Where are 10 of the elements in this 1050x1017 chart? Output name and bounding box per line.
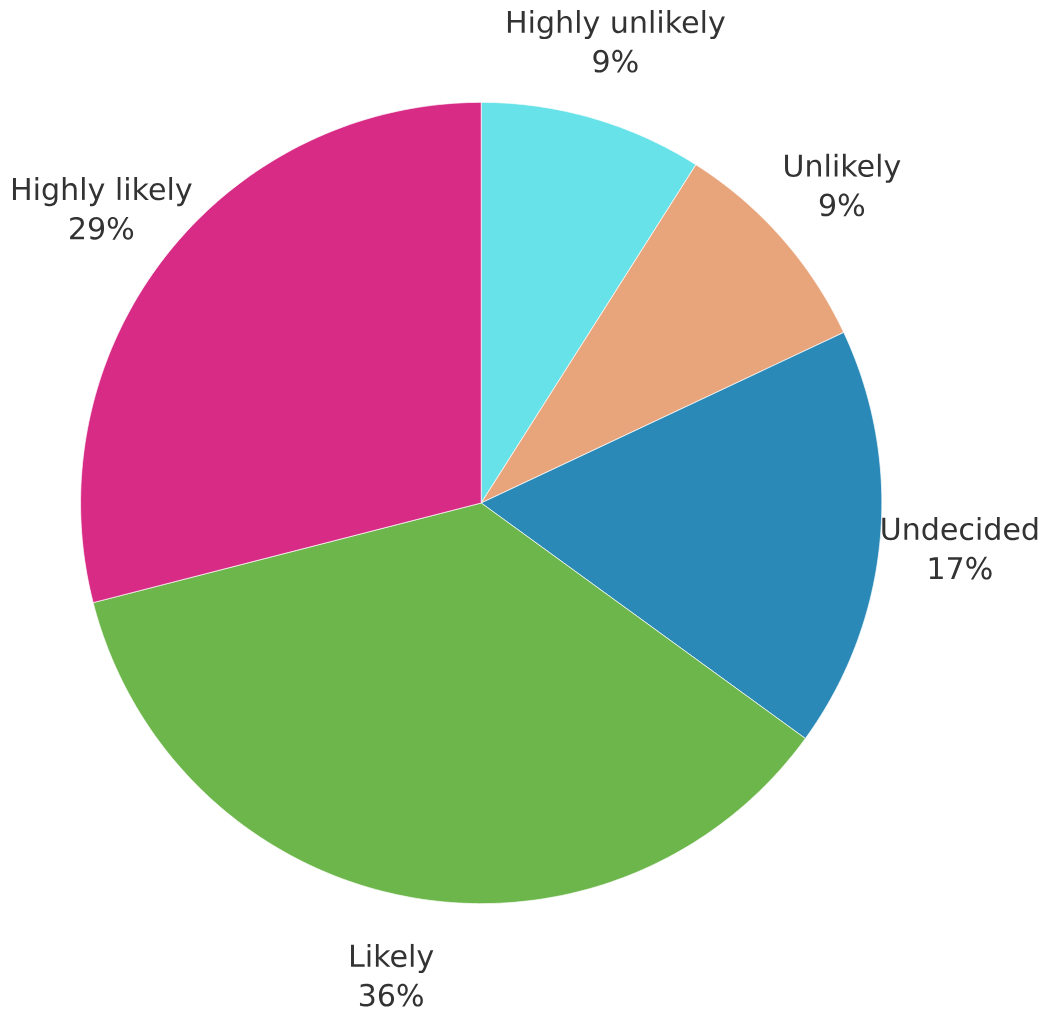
data-label: 36%	[359, 983, 423, 1007]
slice-label: Highly likely	[12, 177, 192, 207]
data-label: 9%	[819, 193, 865, 217]
slice-label: Unlikely	[785, 153, 901, 184]
slice-label: Undecided	[882, 517, 1038, 541]
slice-label: Highly unlikely	[507, 10, 725, 40]
slice-label: Likely	[351, 944, 434, 974]
data-label: 17%	[929, 556, 992, 580]
data-label: 29%	[70, 217, 134, 240]
data-label: 9%	[593, 50, 638, 73]
